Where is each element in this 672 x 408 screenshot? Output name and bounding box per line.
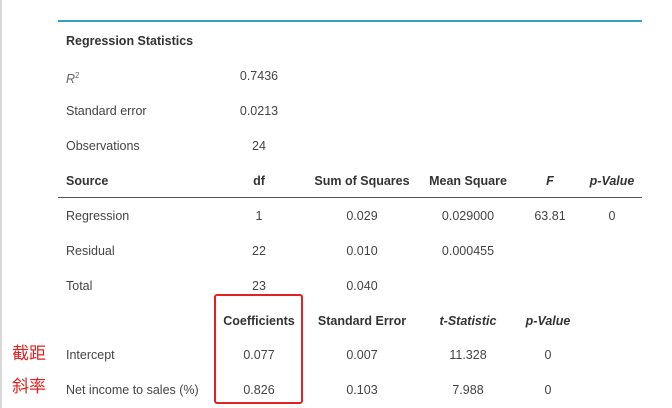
table-top-rule — [58, 20, 642, 22]
anova-regression-f: 63.81 — [534, 209, 566, 223]
anova-regression-p: 0 — [608, 209, 616, 223]
standard-error-value: 0.0213 — [239, 104, 279, 118]
anova-residual-source: Residual — [66, 244, 115, 258]
observations-label: Observations — [66, 139, 140, 153]
r-squared-value: 0.7436 — [239, 69, 279, 83]
r-squared-label: R2 — [66, 71, 80, 87]
coef-slope-value: 0.826 — [243, 383, 275, 397]
coef-slope-p: 0 — [544, 383, 552, 397]
coefficients-highlight-box — [214, 294, 303, 404]
annotation-slope: 斜率 — [12, 377, 46, 397]
anova-header-sum-of-squares: Sum of Squares — [314, 174, 410, 188]
coef-slope-label: Net income to sales (%) — [66, 383, 199, 397]
anova-regression-source: Regression — [66, 209, 130, 223]
coef-header-standard-error: Standard Error — [317, 314, 407, 328]
anova-total-source: Total — [66, 279, 93, 293]
anova-regression-ss: 0.029 — [346, 209, 378, 223]
anova-residual-ms: 0.000455 — [441, 244, 495, 258]
anova-residual-df: 22 — [252, 244, 266, 258]
coef-intercept-p: 0 — [544, 348, 552, 362]
standard-error-label: Standard error — [66, 104, 147, 118]
coef-intercept-value: 0.077 — [243, 348, 275, 362]
anova-total-df: 23 — [252, 279, 266, 293]
coef-slope-t: 7.988 — [452, 383, 484, 397]
anova-header-source: Source — [66, 174, 109, 188]
anova-regression-ms: 0.029000 — [441, 209, 495, 223]
coef-intercept-se: 0.007 — [346, 348, 378, 362]
anova-residual-ss: 0.010 — [346, 244, 378, 258]
coef-header-coefficients: Coefficients — [223, 314, 295, 328]
annotation-intercept: 截距 — [12, 344, 46, 364]
anova-regression-df: 1 — [255, 209, 263, 223]
anova-header-rule — [58, 197, 642, 198]
anova-header-mean-square: Mean Square — [429, 174, 507, 188]
coef-header-t-statistic: t-Statistic — [439, 314, 497, 328]
anova-total-ss: 0.040 — [346, 279, 378, 293]
anova-header-f: F — [546, 174, 554, 188]
observations-value: 24 — [252, 139, 266, 153]
anova-header-df: df — [253, 174, 265, 188]
coef-intercept-t: 11.328 — [449, 348, 487, 362]
coef-header-p-value: p-Value — [525, 314, 571, 328]
coef-intercept-label: Intercept — [66, 348, 115, 362]
window-left-edge — [0, 0, 2, 408]
regression-statistics-title: Regression Statistics — [66, 34, 194, 48]
anova-header-p-value: p-Value — [589, 174, 635, 188]
coef-slope-se: 0.103 — [346, 383, 378, 397]
